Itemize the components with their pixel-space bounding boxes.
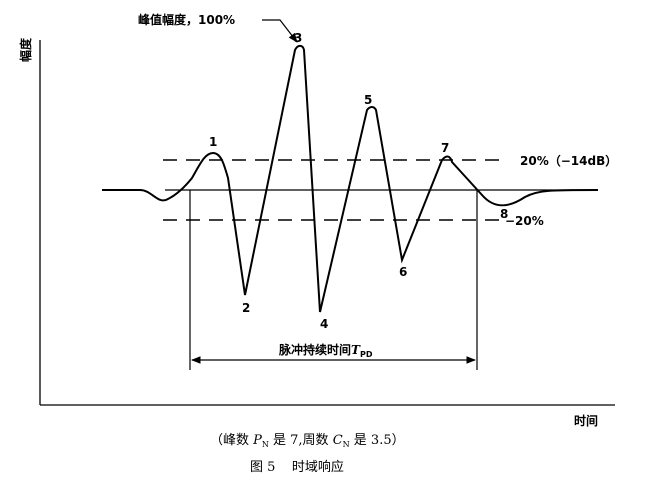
peak-number-5: 5 (364, 93, 372, 107)
peak-number-3: 3 (294, 31, 302, 45)
caption-note: （峰数 PN 是 7,周数 CN 是 3.5） (210, 433, 405, 449)
peak-number-7: 7 (441, 141, 449, 155)
x-axis-label: 时间 (574, 413, 598, 428)
peak-number-2: 2 (242, 301, 250, 315)
caption-symbol-c: C (333, 433, 343, 448)
y-axis-label: 幅度 (18, 37, 33, 62)
pulse-waveform (102, 44, 599, 313)
peak-amplitude-leader (262, 19, 298, 43)
lower-threshold-label: −20% (505, 214, 544, 228)
peak-amplitude-label: 峰值幅度，100% (138, 12, 235, 27)
peak-number-4: 4 (320, 317, 328, 331)
duration-label: 脉冲持续时间TPD (278, 342, 373, 359)
peak-number-8: 8 (500, 207, 508, 221)
duration-label-text: 脉冲持续时间 (278, 342, 351, 357)
upper-threshold-label: 20%（−14dB） (520, 153, 617, 168)
figure-title: 图 5 时域响应 (250, 459, 344, 475)
peak-number-1: 1 (209, 135, 217, 149)
caption-symbol-p: P (252, 433, 262, 448)
duration-symbol: T (351, 343, 361, 357)
duration-subscript: PD (360, 350, 373, 359)
peak-number-6: 6 (399, 265, 407, 279)
